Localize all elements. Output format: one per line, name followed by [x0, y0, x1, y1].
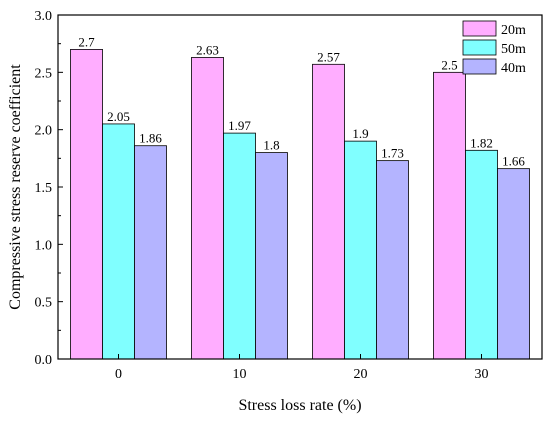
- bar-20m-10: [191, 57, 224, 360]
- legend-swatch-40m: [462, 58, 497, 75]
- bar-40m-0: [134, 145, 167, 360]
- bar-50m-20: [344, 140, 377, 360]
- legend-swatch-50m: [462, 39, 497, 56]
- bar-20m-20: [312, 63, 345, 360]
- bar-50m-0: [102, 123, 135, 360]
- data-label-20m-10: 2.63: [196, 42, 219, 57]
- y-tick-label: 2.0: [35, 124, 53, 139]
- x-axis: 0 10 20 30: [115, 354, 489, 382]
- data-label-40m-10: 1.8: [263, 138, 279, 153]
- legend-label-20m: 20m: [501, 23, 526, 38]
- y-tick-label: 0.5: [35, 296, 53, 311]
- legend-label-40m: 40m: [501, 61, 526, 76]
- legend-label-50m: 50m: [501, 42, 526, 57]
- bar-50m-10: [223, 132, 256, 360]
- data-label-50m-20: 1.9: [352, 126, 368, 141]
- bar-40m-20: [376, 160, 409, 360]
- bars-layer: [70, 49, 530, 360]
- bar-40m-10: [255, 152, 288, 360]
- bar-50m-30: [465, 149, 498, 360]
- data-label-40m-30: 1.66: [502, 154, 525, 169]
- legend-swatch-20m: [462, 20, 497, 37]
- y-tick-label: 3.0: [35, 9, 53, 24]
- data-label-40m-20: 1.73: [381, 146, 404, 161]
- legend: 20m 50m 40m: [462, 20, 526, 76]
- bar-40m-30: [497, 168, 530, 360]
- data-label-50m-0: 2.05: [107, 109, 130, 124]
- data-label-20m-30: 2.5: [441, 57, 457, 72]
- bar-20m-30: [433, 71, 466, 360]
- data-label-50m-30: 1.82: [470, 135, 493, 150]
- data-label-20m-20: 2.57: [317, 49, 340, 64]
- x-tick-label: 20: [354, 367, 368, 382]
- data-label-50m-10: 1.97: [228, 118, 251, 133]
- x-tick-label: 10: [233, 367, 247, 382]
- y-axis: 0.0 0.5 1.0 1.5 2.0 2.5 3.0: [35, 9, 63, 368]
- data-label-20m-0: 2.7: [78, 34, 95, 49]
- y-tick-label: 1.0: [35, 238, 53, 253]
- bar-20m-0: [70, 49, 103, 360]
- y-tick-label: 2.5: [35, 66, 53, 81]
- data-label-40m-0: 1.86: [139, 131, 162, 146]
- y-tick-label: 0.0: [35, 353, 53, 368]
- x-tick-label: 0: [115, 367, 122, 382]
- x-axis-title: Stress loss rate (%): [238, 397, 361, 414]
- data-labels-layer: 2.7 2.05 1.86 2.63 1.97 1.8 2.57 1.9 1.73 2.5 1.82…: [78, 34, 525, 168]
- y-axis-title: Compressive stress reserve coefficient: [7, 64, 24, 310]
- y-tick-label: 1.5: [35, 181, 53, 196]
- x-tick-label: 30: [475, 367, 489, 382]
